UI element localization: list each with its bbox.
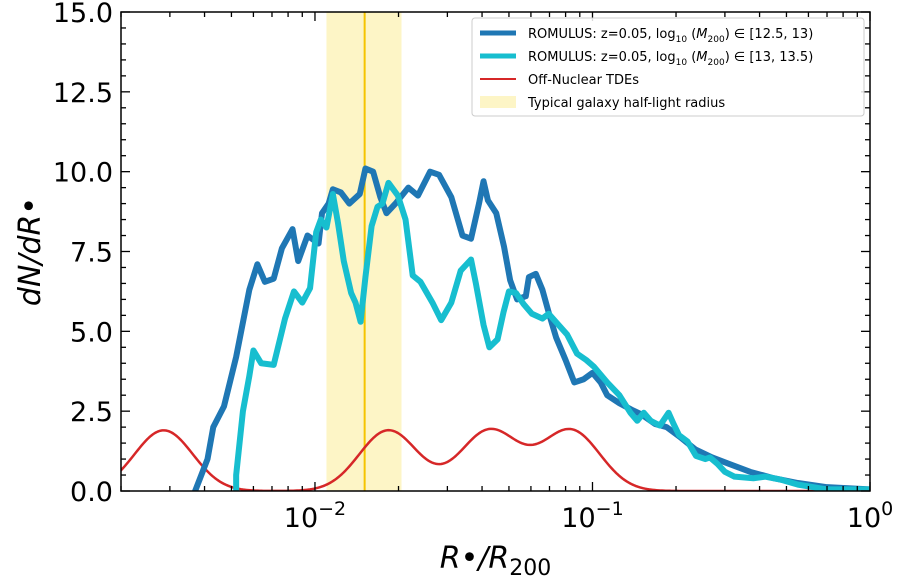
legend-label-4: Typical galaxy half-light radius <box>527 96 725 111</box>
half-light-radius-band <box>326 12 402 491</box>
legend-label-3: Off-Nuclear TDEs <box>528 73 639 88</box>
x-tick-label: 10−1 <box>561 498 623 534</box>
y-axis-title: dN/dR• <box>13 197 48 306</box>
y-tick-label: 0.0 <box>70 477 113 508</box>
y-tick-label: 2.5 <box>70 397 113 428</box>
legend-box <box>471 17 865 117</box>
x-tick-label: 100 <box>847 498 893 534</box>
legend-label-1: ROMULUS: z=0.05, log10 (M200) ∈ [12.5, 1… <box>528 27 813 45</box>
series-line-1 <box>192 165 870 491</box>
y-tick-label: 15.0 <box>53 0 113 29</box>
x-axis-title: R•/R200 <box>440 541 552 579</box>
legend-label-2: ROMULUS: z=0.05, log10 (M200) ∈ [13, 13.… <box>528 50 813 68</box>
series-line-2 <box>233 179 870 491</box>
y-tick-label: 10.0 <box>53 158 113 189</box>
legend: ROMULUS: z=0.05, log10 (M200) ∈ [12.5, 1… <box>471 17 865 117</box>
series-layer <box>121 165 870 491</box>
series-line-3 <box>121 427 870 491</box>
x-tick-label: 10−2 <box>284 498 346 534</box>
legend-patch <box>480 96 516 108</box>
y-tick-label: 5.0 <box>70 317 113 348</box>
y-tick-label: 12.5 <box>53 78 113 109</box>
y-tick-label: 7.5 <box>70 238 113 269</box>
